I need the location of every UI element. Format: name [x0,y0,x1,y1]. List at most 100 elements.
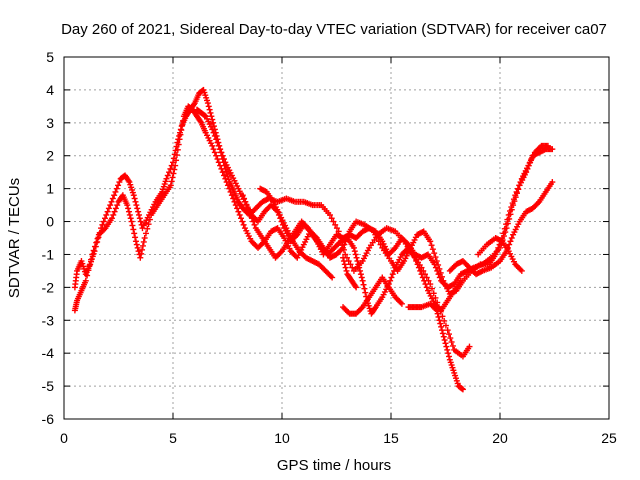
data-point [248,215,255,222]
data-point [328,215,335,222]
data-point [442,340,449,347]
data-point [236,211,243,218]
data-point [411,254,418,261]
data-point [210,119,217,126]
data-point [179,122,186,129]
data-point [355,261,362,268]
data-point [214,139,221,146]
data-point [125,208,132,215]
data-point [146,216,153,223]
data-point [419,274,426,281]
data-point [136,215,143,222]
data-point [139,242,146,249]
data-point [441,337,448,344]
data-point [132,234,139,241]
data-point [204,100,211,107]
data-point [448,338,455,345]
data-point [387,277,394,284]
y-tick-label: 3 [46,115,54,131]
data-point [218,165,225,172]
data-point [433,307,440,314]
data-point [211,132,218,139]
data-point [223,179,230,186]
data-point [172,162,179,169]
data-point [104,208,111,215]
data-point [227,188,234,195]
data-point [113,185,120,192]
data-point [243,202,250,209]
y-tick-label: -3 [42,312,55,328]
data-point [333,225,340,232]
data-point [342,251,349,258]
data-point [508,235,515,241]
y-tick-label: 0 [46,214,54,230]
data-point [101,215,108,222]
data-point [214,156,221,163]
data-point [138,250,145,257]
x-tick-label: 5 [169,430,177,446]
data-point [340,258,347,265]
data-point [434,310,441,317]
data-point [466,343,473,350]
data-point [340,254,347,261]
data-point [415,264,422,271]
data-point [341,241,348,248]
data-point [169,174,176,181]
data-point [130,226,137,233]
data-point [109,195,116,202]
data-point [110,211,117,218]
data-point [131,195,138,202]
data-point [439,330,446,337]
data-point [422,281,429,288]
data-point [125,205,132,212]
data-point [238,215,245,222]
data-point [246,208,253,215]
data-point [91,243,98,250]
data-point [140,238,147,245]
data-point [100,218,107,225]
data-point [224,182,231,189]
data-point [205,103,212,110]
data-point [341,261,348,268]
y-tick-labels: -6 -5 -4 -3 -2 -1 0 1 2 3 4 5 [42,49,55,427]
chart-title: Day 260 of 2021, Sidereal Day-to-day VTE… [61,21,607,38]
data-point [244,205,251,212]
data-point [436,265,443,272]
data-point [134,244,141,251]
data-point [447,335,454,342]
data-point [507,208,514,215]
data-point [209,142,216,149]
data-point [342,264,349,271]
data-point [174,146,181,153]
data-point [423,284,430,291]
data-point [388,274,395,281]
data-point [213,136,220,143]
data-point [503,221,510,228]
data-point [94,235,101,242]
data-point [211,149,218,156]
data-point [509,200,516,207]
data-point [428,285,435,292]
x-axis-label: GPS time / hours [277,457,391,474]
data-point [209,116,216,123]
data-point [219,169,226,176]
data-point [500,230,507,237]
data-point [445,353,452,360]
data-point [358,274,365,281]
data-point [145,221,152,228]
data-point [131,230,138,237]
data-point [343,267,350,274]
data-point [88,256,95,263]
data-point [178,127,185,134]
data-point [130,192,137,199]
y-tick-label: -5 [42,378,55,394]
data-point [234,205,241,212]
data-point [436,317,443,324]
data-point [359,277,366,284]
y-tick-label: 1 [46,181,54,197]
data-point [235,208,242,215]
data-point [501,225,508,232]
y-tick-label: 4 [46,82,54,98]
data-point [239,218,246,225]
data-point [442,322,449,329]
